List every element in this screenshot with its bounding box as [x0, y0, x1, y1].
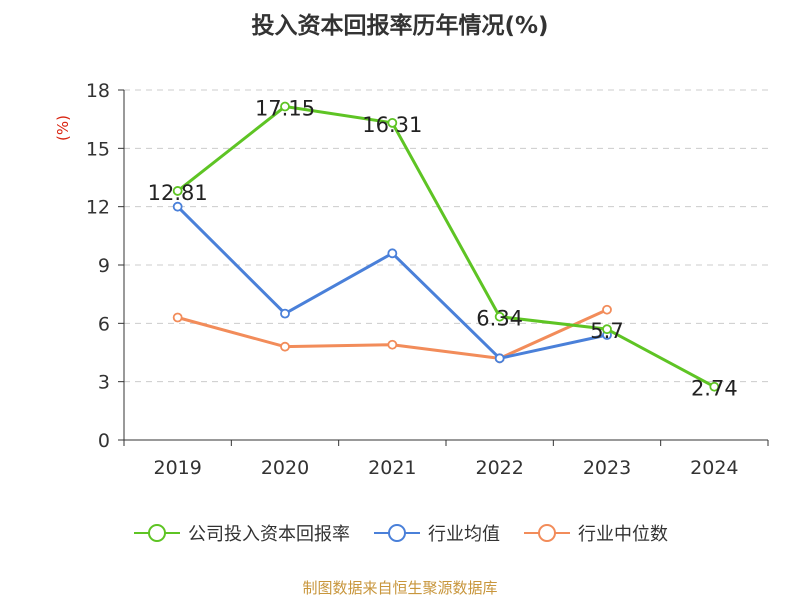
data-point	[172, 186, 183, 196]
series-line	[177, 308, 608, 360]
x-tick-label: 2019	[153, 457, 201, 479]
legend-marker-icon	[134, 524, 180, 542]
legend-marker-icon	[524, 524, 570, 542]
data-point	[494, 311, 505, 322]
x-tick-label: 2023	[583, 457, 631, 479]
legend-label: 行业均值	[428, 524, 500, 545]
legend-item[interactable]: 行业中位数	[522, 520, 668, 546]
x-tick-label: 2020	[261, 457, 309, 479]
data-point	[602, 304, 612, 315]
legend-label: 行业中位数	[578, 524, 668, 545]
y-tick-label: 9	[98, 255, 110, 277]
data-point	[387, 339, 398, 350]
y-tick-label: 12	[86, 197, 110, 219]
chart-title: 投入资本回报率历年情况(%)	[251, 13, 549, 39]
data-label: 6.34	[476, 307, 523, 331]
data-label: 5.7	[590, 319, 623, 343]
data-label: 17.15	[255, 97, 315, 121]
data-point	[280, 341, 290, 352]
data-point	[709, 381, 720, 392]
y-tick-label: 3	[98, 372, 110, 394]
data-label: 16.31	[362, 113, 422, 137]
data-point	[172, 312, 183, 323]
data-point	[602, 324, 612, 335]
legend: 公司投入资本回报率 行业均值 行业中位数	[0, 520, 800, 546]
legend-item[interactable]: 行业均值	[372, 520, 500, 546]
x-tick-label: 2021	[368, 457, 416, 479]
data-point	[280, 308, 290, 319]
legend-label: 公司投入资本回报率	[188, 524, 350, 545]
y-tick-label: 18	[86, 80, 110, 102]
x-tick-label: 2022	[475, 457, 523, 479]
data-point	[387, 248, 398, 259]
y-tick-label: 15	[86, 138, 110, 160]
legend-marker-icon	[374, 524, 420, 542]
y-tick-label: 0	[98, 430, 110, 452]
legend-item[interactable]: 公司投入资本回报率	[132, 520, 350, 546]
data-label: 12.81	[148, 181, 208, 205]
data-point	[387, 117, 398, 128]
y-tick-label: 6	[98, 313, 110, 335]
x-tick-label: 2024	[690, 457, 738, 479]
data-point	[172, 201, 183, 212]
y-axis-label: (%)	[54, 115, 72, 141]
series-line	[176, 105, 716, 389]
data-point	[280, 101, 290, 112]
data-point	[494, 353, 505, 364]
source-note: 制图数据来自恒生聚源数据库	[302, 579, 498, 597]
data-label: 2.74	[691, 377, 738, 401]
